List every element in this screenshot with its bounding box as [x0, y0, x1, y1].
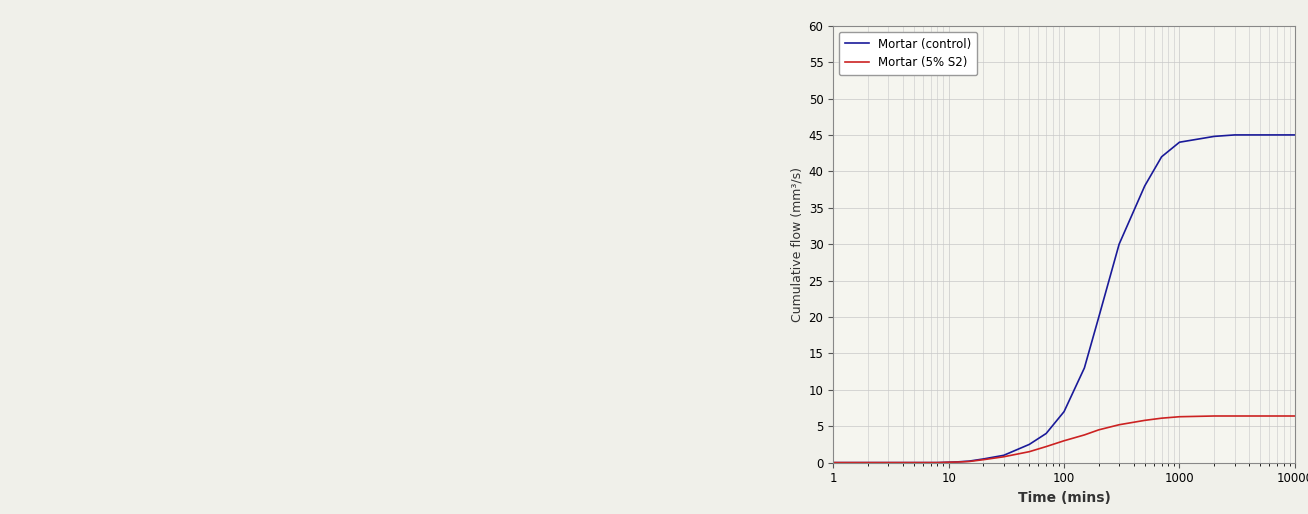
Mortar (control) [1076, 365, 1092, 371]
Legend: Mortar (control), Mortar (5% S2): Mortar (control), Mortar (5% S2) [840, 31, 977, 76]
Mortar (5% S2) [1269, 413, 1284, 419]
Mortar (5% S2) [1057, 437, 1073, 444]
Mortar (control) [906, 460, 922, 466]
Mortar (control) [1172, 139, 1188, 145]
Mortar (5% S2) [976, 456, 991, 463]
Mortar (5% S2) [1112, 421, 1127, 428]
Mortar (control) [1206, 133, 1222, 139]
Mortar (control) [1252, 132, 1267, 138]
Mortar (5% S2) [1076, 432, 1092, 438]
Mortar (5% S2) [1206, 413, 1222, 419]
Mortar (5% S2) [1039, 444, 1054, 450]
Mortar (control) [1287, 132, 1303, 138]
Mortar (5% S2) [1022, 449, 1037, 455]
Line: Mortar (control): Mortar (control) [833, 135, 1295, 463]
Mortar (5% S2) [995, 454, 1011, 460]
Mortar (control) [1039, 430, 1054, 436]
Mortar (5% S2) [1091, 427, 1107, 433]
Mortar (5% S2) [950, 459, 965, 465]
Mortar (control) [1091, 314, 1107, 320]
Mortar (5% S2) [825, 460, 841, 466]
Mortar (control) [995, 452, 1011, 458]
Mortar (5% S2) [930, 460, 946, 466]
Mortar (control) [961, 458, 977, 464]
Mortar (control) [1154, 154, 1169, 160]
Mortar (5% S2) [1172, 414, 1188, 420]
Line: Mortar (5% S2): Mortar (5% S2) [833, 416, 1295, 463]
Mortar (5% S2) [940, 459, 956, 465]
Mortar (control) [1112, 241, 1127, 247]
Mortar (5% S2) [1287, 413, 1303, 419]
Mortar (control) [825, 460, 841, 466]
Mortar (control) [1137, 183, 1152, 189]
Mortar (5% S2) [961, 458, 977, 465]
Mortar (5% S2) [1252, 413, 1267, 419]
Mortar (control) [1057, 409, 1073, 415]
Mortar (control) [1022, 442, 1037, 448]
Mortar (control) [1227, 132, 1243, 138]
Mortar (5% S2) [1154, 415, 1169, 421]
Mortar (control) [1269, 132, 1284, 138]
Mortar (control) [950, 459, 965, 465]
Y-axis label: Cumulative flow (mm³/s): Cumulative flow (mm³/s) [790, 167, 803, 322]
Mortar (control) [940, 459, 956, 465]
X-axis label: Time (mins): Time (mins) [1018, 491, 1110, 505]
Mortar (5% S2) [906, 460, 922, 466]
Mortar (5% S2) [1227, 413, 1243, 419]
Mortar (control) [976, 456, 991, 462]
Mortar (5% S2) [1137, 417, 1152, 424]
Mortar (control) [930, 460, 946, 466]
